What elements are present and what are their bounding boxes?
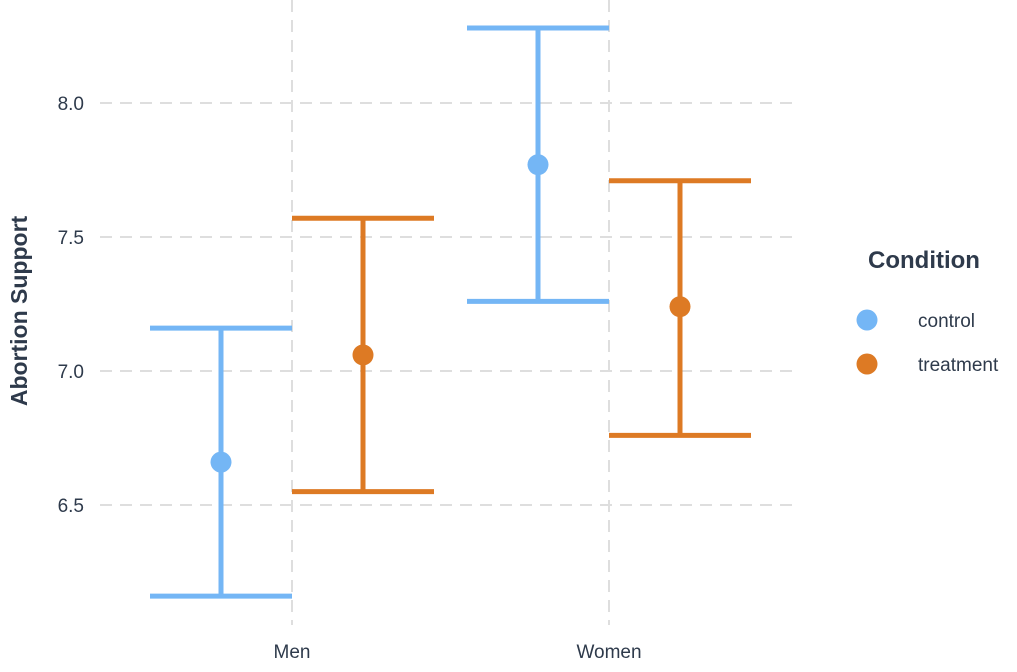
point-control-men bbox=[210, 451, 232, 473]
legend-title: Condition bbox=[868, 247, 980, 274]
point-treatment-men bbox=[352, 344, 374, 366]
legend-label-control: control bbox=[918, 311, 975, 332]
axis-layer: Abortion Support 6.5 7.0 7.5 8.0 Men Women bbox=[6, 94, 642, 663]
y-tick-label: 7.5 bbox=[58, 228, 84, 249]
point-control-women bbox=[527, 154, 549, 176]
marks-layer bbox=[150, 25, 751, 599]
legend-key-control bbox=[856, 309, 878, 331]
legend-key-treatment bbox=[856, 353, 878, 375]
x-tick-label: Women bbox=[576, 642, 641, 663]
legend: Condition control treatment bbox=[856, 247, 999, 376]
error-bar-treatment-women bbox=[609, 178, 751, 438]
y-tick-label: 7.0 bbox=[58, 362, 84, 383]
y-tick-label: 8.0 bbox=[58, 94, 84, 115]
legend-item-treatment: treatment bbox=[856, 353, 999, 376]
grid-layer bbox=[100, 0, 795, 625]
error-bar-control-men bbox=[150, 325, 292, 599]
legend-item-control: control bbox=[856, 309, 975, 332]
error-bar-treatment-men bbox=[292, 215, 434, 495]
legend-label-treatment: treatment bbox=[918, 355, 999, 376]
y-axis-title: Abortion Support bbox=[6, 215, 32, 406]
x-tick-label: Men bbox=[274, 642, 311, 663]
point-treatment-women bbox=[669, 296, 691, 318]
error-bar-control-women bbox=[467, 25, 609, 304]
y-tick-label: 6.5 bbox=[58, 496, 84, 517]
